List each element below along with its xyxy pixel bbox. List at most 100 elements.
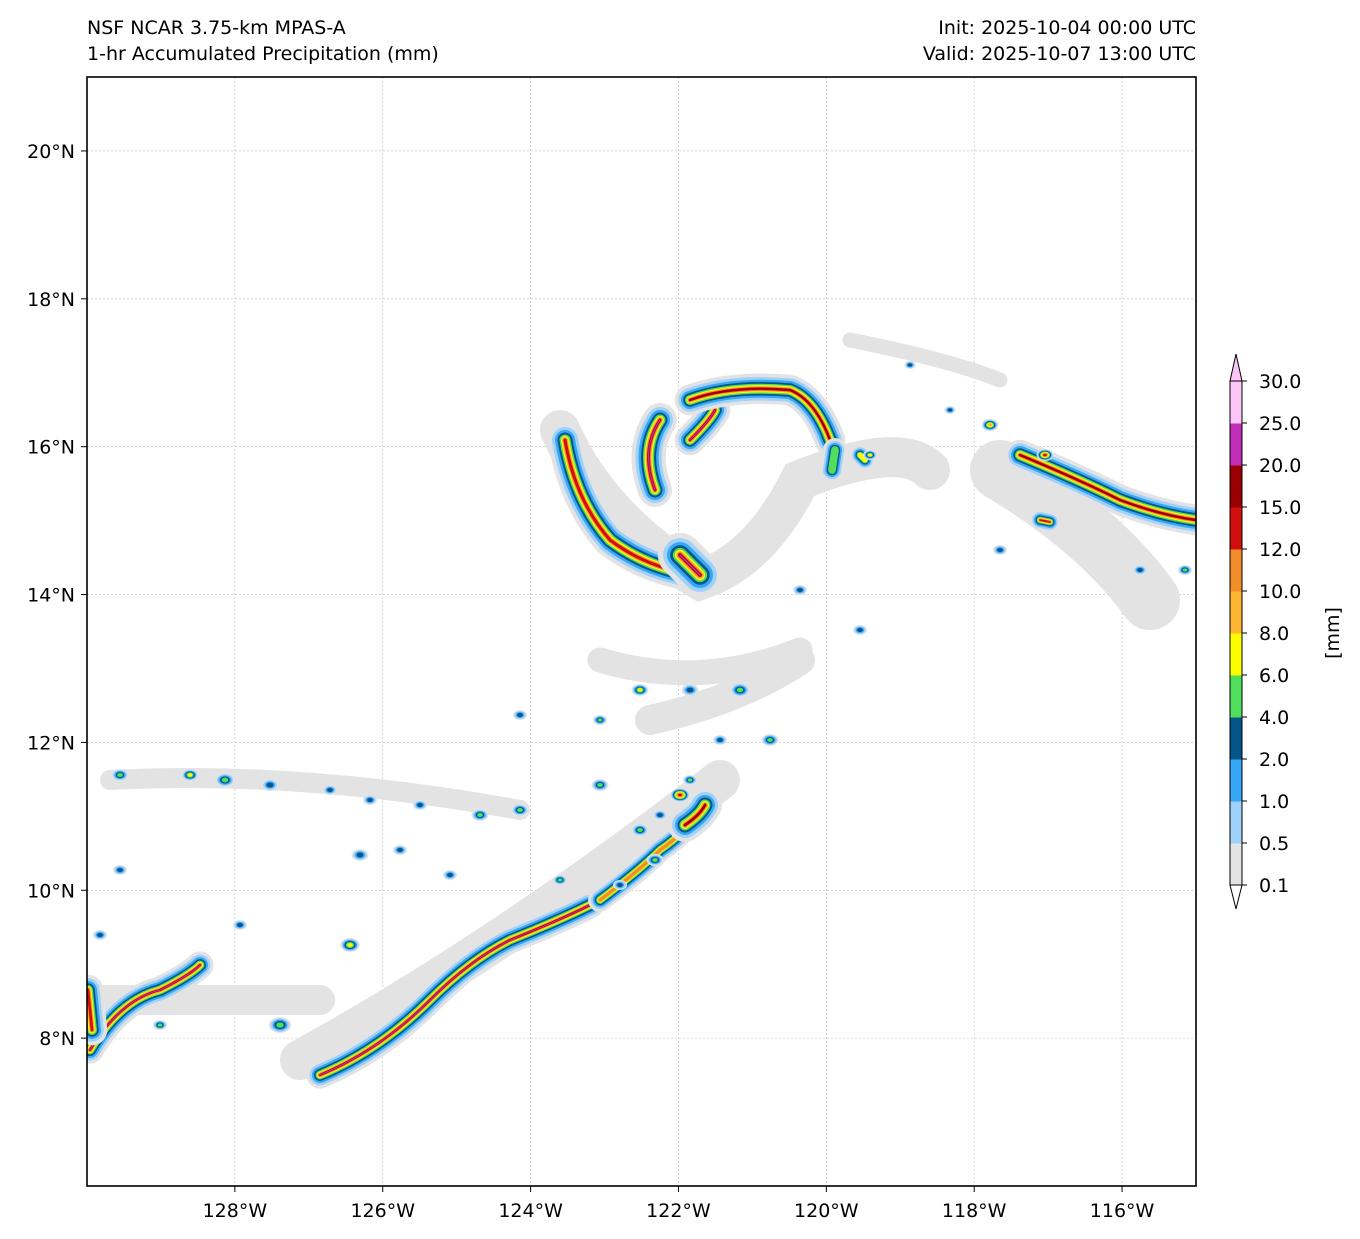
precip-cell (857, 628, 863, 632)
lat-tick-label: 14°N (27, 585, 75, 607)
lon-tick-label: 126°W (350, 1200, 415, 1222)
precip-band (684, 804, 706, 826)
lon-tick-label: 116°W (1090, 1200, 1155, 1222)
precip-cell (367, 798, 373, 802)
precip-cell (157, 1023, 163, 1027)
colorbar-label: 4.0 (1259, 707, 1289, 729)
precip-cell (347, 943, 353, 947)
precip-cell (736, 687, 744, 693)
colorbar-label: 20.0 (1259, 455, 1301, 477)
colorbar-swatch (1230, 633, 1242, 676)
colorbar-unit-label: [mm] (1322, 607, 1344, 659)
precip-cell (1137, 568, 1143, 572)
precip-cell (907, 363, 913, 367)
valid-time: Valid: 2025-10-07 13:00 UTC (922, 43, 1196, 65)
precip-band (857, 452, 868, 463)
colorbar-label: 12.0 (1259, 539, 1301, 561)
lat-tick-label: 10°N (27, 880, 75, 902)
light-precip-area (970, 440, 1180, 630)
precip-cell (477, 813, 483, 817)
colorbar-label: 6.0 (1259, 665, 1289, 687)
precip-cell (868, 453, 872, 457)
precip-band (87, 988, 94, 1032)
colorbar-swatch (1230, 507, 1242, 550)
precip-cell (447, 873, 453, 877)
colorbar-label: 15.0 (1259, 497, 1301, 519)
precip-cell (97, 933, 103, 937)
precip-cell (597, 718, 603, 722)
precip-band (1039, 519, 1051, 523)
gridlines (87, 77, 1196, 1186)
precip-cell (767, 738, 773, 742)
precip-cell (237, 923, 243, 927)
init-time: Init: 2025-10-04 00:00 UTC (938, 17, 1196, 39)
lon-tick-label: 122°W (646, 1200, 711, 1222)
light-precip-area (842, 332, 1008, 388)
precip-band (319, 904, 591, 1076)
colorbar-max-extension (1229, 353, 1243, 382)
colorbar-swatch (1230, 717, 1242, 760)
precip-cell (997, 548, 1003, 552)
colorbar-label: 0.5 (1259, 833, 1289, 855)
precip-cell (637, 688, 643, 692)
colorbar-swatch (1230, 423, 1242, 466)
precip-cell (717, 738, 723, 742)
precip-band (828, 446, 839, 474)
precipitation-field (87, 332, 1196, 1089)
precip-band (647, 419, 661, 491)
precip-cell (678, 793, 682, 797)
precip-band (679, 554, 701, 576)
colorbar-swatch (1230, 801, 1242, 844)
colorbar-label: 1.0 (1259, 791, 1289, 813)
precip-cell (557, 878, 563, 882)
precip-cell (1043, 453, 1047, 457)
colorbar-swatch (1230, 675, 1242, 718)
colorbar-label: 0.1 (1259, 875, 1289, 897)
precip-cell (517, 808, 523, 812)
precip-cell (947, 408, 953, 412)
colorbar-swatch (1230, 465, 1242, 508)
lon-tick-label: 124°W (498, 1200, 563, 1222)
light-precip-area (280, 760, 740, 1080)
precip-cell (117, 868, 123, 872)
precip-cell (356, 852, 364, 858)
axis-ticks: 128°W 126°W 124°W 122°W 120°W 118°W 116°W 8°N 10… (27, 141, 1154, 1222)
precip-cell (987, 423, 993, 427)
colorbar-min-extension (1229, 884, 1243, 910)
precip-band (689, 409, 716, 441)
precip-band (689, 387, 831, 441)
light-precip-area (635, 645, 815, 735)
precip-cell (117, 773, 123, 777)
precip-cell (637, 828, 643, 832)
precip-band (1019, 454, 1196, 521)
colorbar-label: 8.0 (1259, 623, 1289, 645)
precip-cell (1182, 568, 1188, 572)
precip-cell (266, 782, 274, 788)
precip-cell (327, 788, 333, 792)
precip-cell (657, 813, 663, 817)
lat-tick-label: 20°N (27, 141, 75, 163)
colorbar-swatch (1230, 591, 1242, 634)
precip-cell (517, 713, 523, 717)
precip-cell (687, 778, 693, 782)
colorbar-label: 10.0 (1259, 581, 1301, 603)
lat-tick-label: 12°N (27, 732, 75, 754)
precip-cell (686, 687, 694, 693)
field-title: 1-hr Accumulated Precipitation (mm) (87, 43, 439, 65)
map-frame (86, 76, 1197, 1187)
precip-cell (221, 777, 229, 783)
lat-tick-label: 18°N (27, 289, 75, 311)
precip-cell (797, 588, 803, 592)
model-title: NSF NCAR 3.75-km MPAS-A (87, 17, 346, 39)
colorbar: 0.1 0.5 1.0 2.0 4.0 6.0 8.0 10.0 12.0 15.0 20.0 25.… (1229, 353, 1344, 910)
lat-tick-label: 8°N (39, 1028, 75, 1050)
colorbar-label: 30.0 (1259, 371, 1301, 393)
colorbar-label: 2.0 (1259, 749, 1289, 771)
light-precip-area (100, 768, 530, 820)
lon-tick-label: 120°W (794, 1200, 859, 1222)
precip-cell (187, 773, 193, 777)
colorbar-swatch (1230, 381, 1242, 424)
colorbar-label: 25.0 (1259, 413, 1301, 435)
